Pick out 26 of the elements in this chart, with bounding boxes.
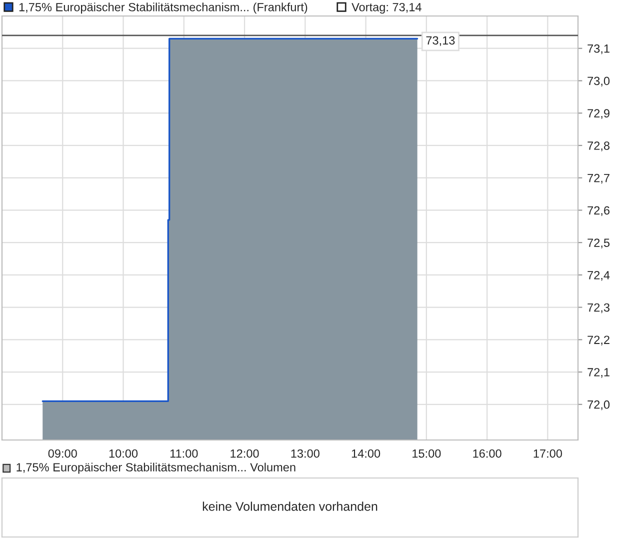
y-tick-label: 72,3: [588, 303, 610, 314]
x-tick-label: 15:00: [412, 449, 441, 458]
ref-line-label: Vortag: 73,14: [352, 2, 422, 14]
y-tick-label: 72,1: [588, 368, 610, 378]
y-tick-label: 73,1: [588, 44, 610, 54]
x-tick-label: 13:00: [291, 449, 320, 458]
y-tick-label: 72,7: [588, 174, 610, 184]
legend-label: 1,75% Europäischer Stabilitätsmechanism... (Frankfurt): [19, 2, 308, 14]
y-tick-label: 73,0: [588, 76, 610, 87]
x-tick-label: 11:00: [170, 449, 198, 458]
x-tick-label: 16:00: [473, 449, 502, 458]
x-tick-label: 12:00: [230, 449, 259, 458]
y-tick-label: 72,2: [588, 336, 610, 346]
x-tick-label: 14:00: [352, 449, 380, 458]
text: 1,75% Europäischer Stabilitätsmechanism... Volumen: [16, 462, 296, 474]
x-tick-label: 10:00: [109, 449, 138, 458]
y-tick-label: 72,9: [588, 109, 610, 119]
text: keine Volumendaten vorhanden: [202, 502, 378, 511]
x-tick-label: 09:00: [48, 449, 77, 458]
y-tick-label: 72,5: [588, 238, 610, 248]
x-tick-label: 17:00: [534, 449, 562, 458]
annotation: 73,13: [426, 36, 455, 46]
y-tick-label: 72,4: [588, 270, 610, 281]
y-tick-label: 72,6: [588, 206, 610, 216]
y-tick-label: 72,8: [588, 142, 610, 152]
y-tick-label: 72,0: [588, 400, 610, 410]
